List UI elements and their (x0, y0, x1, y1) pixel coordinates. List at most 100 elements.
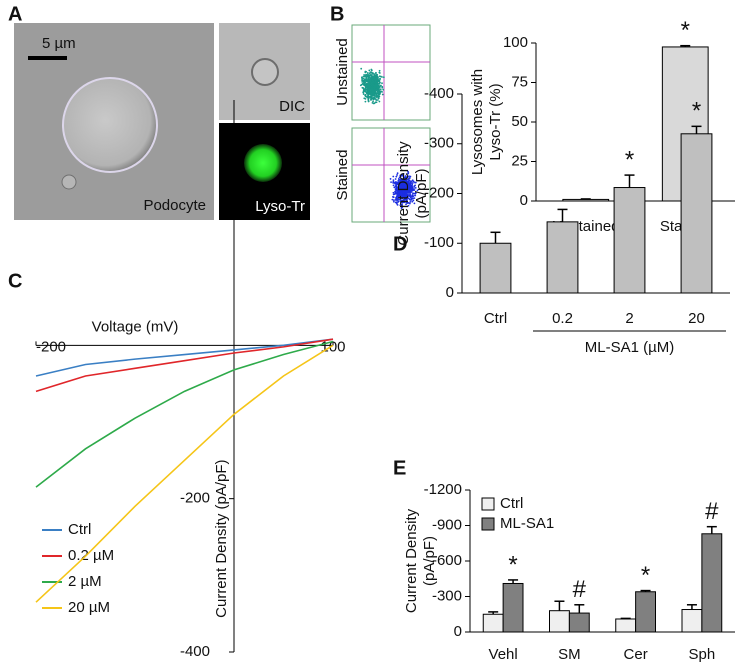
cytometry-dot (404, 193, 407, 196)
cytometry-dot (409, 175, 412, 178)
cytometry-dot (402, 179, 405, 182)
cytometry-dot (398, 176, 401, 179)
cytometry-dot (405, 203, 407, 206)
cytometry-dot (364, 81, 366, 84)
cytometry-dot (396, 186, 399, 189)
significance-mark: * (508, 551, 517, 578)
cytometry-dot (368, 69, 371, 72)
cytometry-dot (396, 174, 398, 176)
y-tick-label: -300 (424, 135, 454, 152)
cytometry-dot (364, 100, 367, 103)
legend-label: 20 µM (68, 599, 110, 616)
cytometry-dot (370, 95, 373, 98)
legend-label: Ctrl (500, 495, 523, 512)
cytometry-dot (371, 79, 374, 82)
cytometry-dot (401, 199, 404, 202)
y-tick-label: -200 (424, 184, 454, 201)
flow-frame (351, 24, 431, 121)
cytometry-dot (392, 200, 395, 203)
cytometry-dot (370, 71, 373, 74)
bar (635, 591, 656, 633)
cytometry-dot (416, 189, 419, 192)
cytometry-dot (381, 85, 384, 88)
cytometry-dot (362, 77, 365, 80)
cytometry-dot (372, 92, 375, 94)
cytometry-dot (401, 204, 404, 206)
cytometry-dot (378, 71, 381, 74)
cytometry-dot (406, 202, 409, 204)
cytometry-dot (377, 86, 380, 88)
cytometry-dot (368, 93, 371, 95)
cytometry-dot (411, 200, 414, 203)
y-tick-label: 0 (446, 284, 454, 301)
bar (549, 610, 570, 633)
legend-swatch (481, 517, 495, 531)
cytometry-dot (398, 198, 401, 201)
cytometry-dot (364, 89, 366, 92)
cytometry-dot (362, 87, 365, 89)
image-label: DIC (279, 98, 305, 115)
y-axis-label: Current Density (pA/pF) (213, 459, 230, 617)
cytometry-dot (366, 82, 368, 85)
cytometry-dot (375, 84, 378, 87)
image-label: Lyso-Tr (255, 198, 305, 215)
cytometry-dot (396, 172, 399, 175)
y-tick-label: -300 (432, 587, 462, 604)
cytometry-dot (380, 90, 382, 93)
legend-label: 0.2 µM (68, 547, 114, 564)
y-tick-label: -1200 (424, 481, 462, 498)
x-tick-label: Cer (624, 646, 648, 663)
cytometry-dot (361, 76, 363, 79)
cytometry-dot (394, 178, 397, 180)
cytometry-dot (367, 98, 370, 101)
cytometry-dot (365, 70, 368, 73)
cytometry-dot (394, 188, 397, 191)
cytometry-dot (401, 197, 404, 200)
cytometry-dot (389, 178, 392, 180)
cytometry-dot (397, 180, 400, 182)
cytometry-dot (374, 93, 376, 96)
cytometry-dot (411, 183, 414, 186)
cytometry-dot (360, 67, 363, 70)
cytometry-dot (401, 175, 403, 177)
cytometry-dot (412, 199, 415, 202)
panel-label: E (393, 457, 406, 479)
y-tick-label: 75 (511, 73, 528, 90)
cytometry-dot (402, 185, 405, 188)
cytometry-dot (400, 195, 403, 198)
cytometry-dot (400, 179, 403, 182)
cytometry-dot (363, 88, 366, 91)
y-tick-label: 100 (503, 34, 528, 51)
cytometry-dot (377, 87, 380, 90)
cytometry-dot (364, 93, 367, 96)
cytometry-dot (399, 174, 402, 177)
cytometry-dot (398, 191, 401, 194)
cytometry-dot (367, 100, 370, 103)
significance-mark: * (625, 146, 634, 173)
cytometry-dot (408, 182, 411, 185)
cytometry-dot (411, 194, 414, 197)
cytometry-dot (375, 77, 378, 80)
cytometry-dot (373, 77, 376, 79)
significance-mark: * (641, 562, 650, 589)
cytometry-dot (370, 81, 373, 84)
cytometry-dot (367, 88, 370, 91)
cytometry-dot (395, 190, 397, 193)
cytometry-dot (367, 86, 369, 88)
cytometry-dot (405, 199, 408, 202)
cytometry-dot (402, 173, 405, 175)
cytometry-dot (408, 187, 411, 190)
x-axis-label: ML-SA1 (µM) (585, 339, 674, 356)
panel-label: A (8, 3, 22, 25)
cytometry-dot (396, 203, 399, 206)
cytometry-dot (379, 75, 382, 78)
cytometry-dot (405, 189, 408, 192)
cytometry-dot (406, 175, 409, 178)
cytometry-dot (392, 191, 395, 194)
cytometry-dot (396, 181, 399, 184)
cytometry-dot (369, 78, 372, 80)
cytometry-dot (373, 88, 376, 90)
cytometry-dot (407, 187, 410, 190)
cytometry-dot (394, 197, 397, 199)
